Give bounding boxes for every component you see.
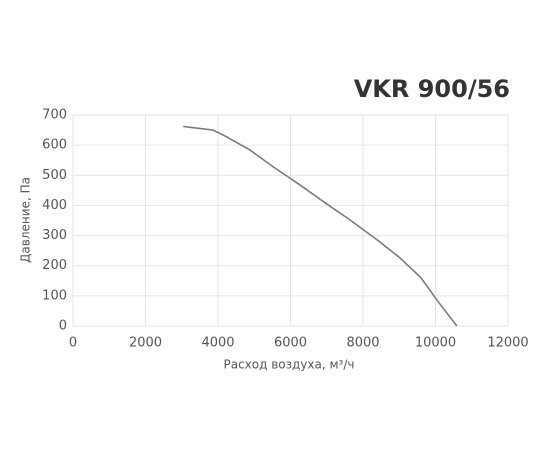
x-tick-label: 8000 [346, 336, 379, 351]
y-tick-label: 400 [42, 198, 67, 213]
y-tick-label: 500 [42, 168, 67, 183]
x-tick-label: 12000 [487, 336, 528, 351]
y-axis-label: Давление, Па [19, 177, 33, 263]
data-line [183, 125, 458, 327]
y-tick-label: 100 [42, 288, 67, 303]
y-tick-label: 600 [42, 138, 67, 153]
y-tick-label: 200 [42, 258, 67, 273]
x-tick-label: 10000 [415, 336, 456, 351]
x-axis-label: Расход воздуха, м³/ч [223, 358, 354, 372]
y-tick-label: 700 [42, 108, 67, 123]
y-tick-label: 0 [59, 319, 67, 334]
x-tick-label: 0 [69, 336, 77, 351]
x-tick-label: 6000 [274, 336, 307, 351]
chart-title: VKR 900/56 [354, 75, 510, 103]
x-tick-label: 2000 [129, 336, 162, 351]
x-tick-label: 4000 [201, 336, 234, 351]
y-tick-label: 300 [42, 228, 67, 243]
